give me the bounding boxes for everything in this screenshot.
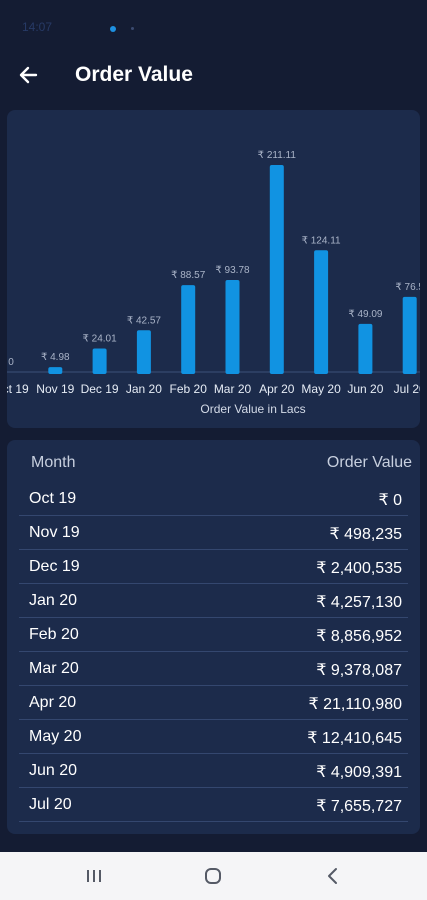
table-header: Month Order Value [7, 440, 420, 482]
bar[interactable] [225, 280, 240, 374]
data-label: ₹ 42.57 [127, 315, 162, 326]
row-order-value: ₹ 4,909,391 [316, 764, 402, 781]
bar[interactable] [136, 330, 151, 374]
home-icon [205, 868, 221, 884]
row-order-value: ₹ 498,235 [329, 526, 402, 543]
bar-chart: 0 Oct 19 ₹ 4.98 Nov 19 ₹ 24.01 Dec 19 ₹ 42.57 J… [7, 150, 420, 416]
table-row: Jul 20 ₹ 7,655,727 [19, 788, 408, 822]
data-label: ₹ 124.11 [302, 235, 341, 246]
x-tick-label: Apr 20 [259, 382, 295, 396]
row-order-value: ₹ 7,655,727 [316, 798, 402, 815]
recent-apps-button[interactable] [80, 864, 108, 888]
data-label: ₹ 93.78 [215, 265, 250, 276]
row-month: Jan 20 [29, 592, 78, 609]
row-month: Feb 20 [29, 626, 79, 643]
table-row: Mar 20 ₹ 9,378,087 [19, 652, 408, 686]
row-month: Apr 20 [29, 694, 77, 711]
data-label: ₹ 211.11 [258, 150, 297, 161]
table-row: Feb 20 ₹ 8,856,952 [19, 618, 408, 652]
row-order-value: ₹ 21,110,980 [308, 696, 402, 713]
table-row: Dec 19 ₹ 2,400,535 [19, 550, 408, 584]
recent-apps-icon [87, 870, 101, 882]
data-label: 0 [8, 357, 14, 368]
order-value-chart: 0 Oct 19 ₹ 4.98 Nov 19 ₹ 24.01 Dec 19 ₹ 42.57 J… [7, 110, 420, 428]
bar[interactable] [48, 367, 63, 374]
bar[interactable] [314, 250, 329, 374]
row-order-value: ₹ 0 [378, 492, 402, 509]
notification-dot-icon [110, 26, 116, 32]
page-title: Order Value [75, 63, 193, 86]
data-label: ₹ 88.57 [171, 270, 206, 281]
bar[interactable] [358, 323, 373, 374]
row-month: Jul 20 [29, 796, 72, 813]
back-button[interactable] [12, 58, 46, 92]
table-row: Nov 19 ₹ 498,235 [19, 516, 408, 550]
row-month: Oct 19 [29, 490, 77, 507]
table-row: Oct 19 ₹ 0 [19, 482, 408, 516]
table-row: Jan 20 ₹ 4,257,130 [19, 584, 408, 618]
table-row: Apr 20 ₹ 21,110,980 [19, 686, 408, 720]
row-order-value: ₹ 2,400,535 [316, 560, 402, 577]
row-order-value: ₹ 12,410,645 [307, 730, 402, 747]
nav-back-button[interactable] [319, 864, 347, 888]
order-value-table: Month Order Value Oct 19 ₹ 0 Nov 19 ₹ 498,… [7, 440, 420, 834]
column-header-month: Month [31, 454, 76, 471]
system-nav-bar [0, 852, 427, 900]
table-row: Jun 20 ₹ 4,909,391 [19, 754, 408, 788]
x-tick-label: Feb 20 [170, 382, 208, 396]
app-bar: Order Value [0, 52, 427, 100]
x-tick-label: Jul 20 [394, 382, 420, 396]
home-button[interactable] [199, 864, 227, 888]
table-row: May 20 ₹ 12,410,645 [19, 720, 408, 754]
x-tick-label: May 20 [301, 382, 341, 396]
x-axis-title: Order Value in Lacs [200, 402, 305, 416]
table-rows: Oct 19 ₹ 0 Nov 19 ₹ 498,235 Dec 19 ₹ 2,400,… [19, 482, 408, 822]
bar[interactable] [92, 348, 107, 374]
x-tick-label: Nov 19 [36, 382, 74, 396]
x-tick-label: Dec 19 [81, 382, 119, 396]
x-tick-label: Mar 20 [214, 382, 252, 396]
bar[interactable] [269, 165, 284, 374]
status-bar: 14:07 [0, 0, 427, 52]
row-month: Mar 20 [29, 660, 79, 677]
x-tick-label: Jan 20 [126, 382, 162, 396]
row-month: Nov 19 [29, 524, 80, 541]
bar[interactable] [402, 296, 417, 374]
x-tick-label: Oct 19 [7, 382, 29, 396]
more-notifications-icon [131, 27, 134, 30]
data-label: ₹ 24.01 [83, 333, 118, 344]
data-label: ₹ 4.98 [41, 352, 70, 363]
row-month: May 20 [29, 728, 82, 745]
row-order-value: ₹ 4,257,130 [316, 594, 402, 611]
back-icon [328, 868, 337, 884]
x-tick-label: Jun 20 [347, 382, 383, 396]
row-order-value: ₹ 8,856,952 [316, 628, 402, 645]
status-time: 14:07 [22, 20, 53, 34]
data-label: ₹ 49.09 [348, 309, 383, 320]
column-header-order-value: Order Value [326, 454, 412, 471]
row-month: Dec 19 [29, 558, 80, 575]
arrow-left-icon [19, 66, 38, 84]
data-label: ₹ 76.5 [395, 282, 420, 293]
bar[interactable] [181, 285, 196, 374]
row-order-value: ₹ 9,378,087 [316, 662, 402, 679]
row-month: Jun 20 [29, 762, 78, 779]
